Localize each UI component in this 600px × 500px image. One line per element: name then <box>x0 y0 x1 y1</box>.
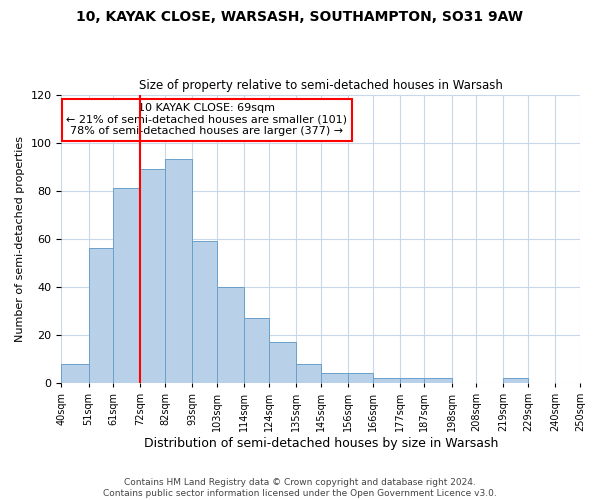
Text: Contains HM Land Registry data © Crown copyright and database right 2024.
Contai: Contains HM Land Registry data © Crown c… <box>103 478 497 498</box>
Bar <box>113 188 140 383</box>
Title: Size of property relative to semi-detached houses in Warsash: Size of property relative to semi-detach… <box>139 79 503 92</box>
Text: 10 KAYAK CLOSE: 69sqm
← 21% of semi-detached houses are smaller (101)
78% of sem: 10 KAYAK CLOSE: 69sqm ← 21% of semi-deta… <box>66 103 347 136</box>
Bar <box>373 378 400 383</box>
Bar <box>269 342 296 383</box>
Bar <box>217 287 244 383</box>
Bar <box>61 364 89 383</box>
Bar <box>321 374 348 383</box>
Bar <box>89 248 113 383</box>
Bar <box>192 241 217 383</box>
Bar <box>165 160 192 383</box>
X-axis label: Distribution of semi-detached houses by size in Warsash: Distribution of semi-detached houses by … <box>143 437 498 450</box>
Text: 10, KAYAK CLOSE, WARSASH, SOUTHAMPTON, SO31 9AW: 10, KAYAK CLOSE, WARSASH, SOUTHAMPTON, S… <box>77 10 523 24</box>
Bar <box>296 364 321 383</box>
Bar <box>424 378 452 383</box>
Bar <box>140 169 165 383</box>
Y-axis label: Number of semi-detached properties: Number of semi-detached properties <box>15 136 25 342</box>
Bar <box>503 378 528 383</box>
Bar <box>244 318 269 383</box>
Bar <box>400 378 424 383</box>
Bar <box>348 374 373 383</box>
